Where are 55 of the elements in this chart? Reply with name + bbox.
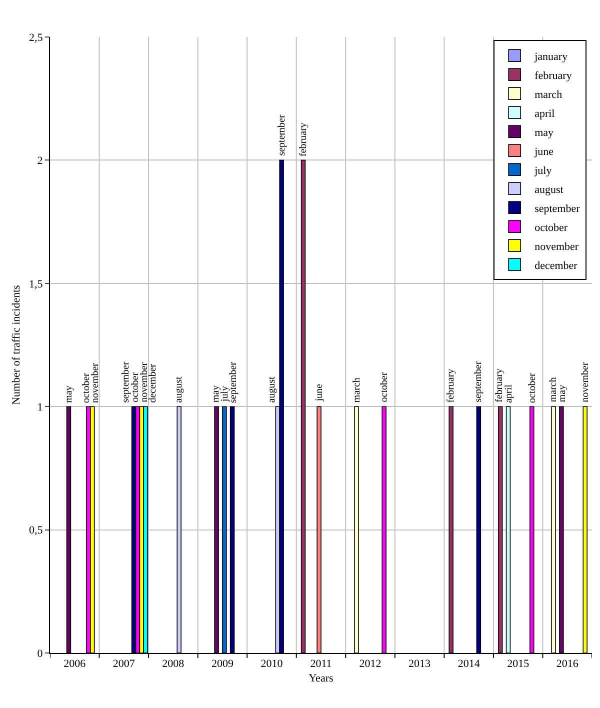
data-label: november: [580, 362, 591, 402]
y-tick-label: 0,5: [29, 524, 44, 537]
data-label: april: [504, 384, 515, 403]
data-label: december: [148, 363, 159, 403]
y-axis-title: Number of traffic incidents: [10, 285, 23, 405]
data-label: october: [526, 372, 538, 403]
x-tick-label: 2009: [211, 658, 234, 670]
y-tick-label: 2,5: [29, 32, 44, 44]
data-label: october: [80, 372, 92, 403]
legend-label: june: [534, 146, 554, 158]
x-tick-label: 2012: [359, 658, 382, 670]
y-tick-label: 1: [37, 401, 43, 414]
data-label: october: [378, 372, 390, 402]
legend-label: january: [534, 50, 568, 63]
x-axis-title: Years: [308, 672, 334, 684]
data-label: february: [298, 122, 310, 156]
legend-label: september: [534, 202, 580, 215]
legend-label: march: [534, 88, 563, 101]
data-label: february: [445, 368, 456, 403]
data-label: november: [90, 362, 101, 403]
legend-label: july: [534, 164, 552, 177]
x-tick-label: 2008: [162, 658, 185, 670]
data-label: july: [219, 386, 230, 403]
data-label: june: [314, 383, 325, 402]
legend-label: december: [534, 260, 578, 272]
data-label: august: [173, 376, 184, 403]
data-label: september: [228, 361, 239, 404]
x-tick-label: 2016: [556, 658, 579, 670]
legend-label: august: [534, 184, 564, 196]
y-tick-label: 1,5: [29, 278, 44, 290]
data-label: march: [351, 378, 362, 403]
legend-label: february: [534, 70, 572, 82]
x-tick-label: 2011: [310, 658, 332, 670]
legend-label: april: [534, 108, 555, 120]
data-label: august: [266, 376, 278, 403]
x-tick-label: 2014: [458, 658, 480, 670]
y-tick-label: 2: [37, 155, 43, 168]
x-tick-label: 2006: [64, 658, 86, 670]
legend-label: november: [534, 240, 579, 253]
data-label: may: [556, 384, 568, 402]
data-label: march: [548, 377, 559, 402]
x-tick-label: 2013: [408, 658, 432, 670]
x-tick-label: 2010: [260, 658, 284, 670]
legend-label: may: [534, 126, 554, 139]
data-label: february: [494, 368, 506, 402]
data-label: october: [130, 372, 142, 402]
data-label: september: [276, 114, 288, 156]
data-label: may: [210, 385, 222, 403]
data-label: may: [64, 386, 75, 403]
data-label: september: [473, 360, 484, 402]
legend-label: october: [534, 222, 568, 234]
data-label: september: [120, 361, 132, 403]
x-tick-label: 2007: [112, 658, 136, 670]
x-tick-label: 2015: [507, 658, 530, 670]
y-tick-label: 0: [37, 648, 44, 660]
